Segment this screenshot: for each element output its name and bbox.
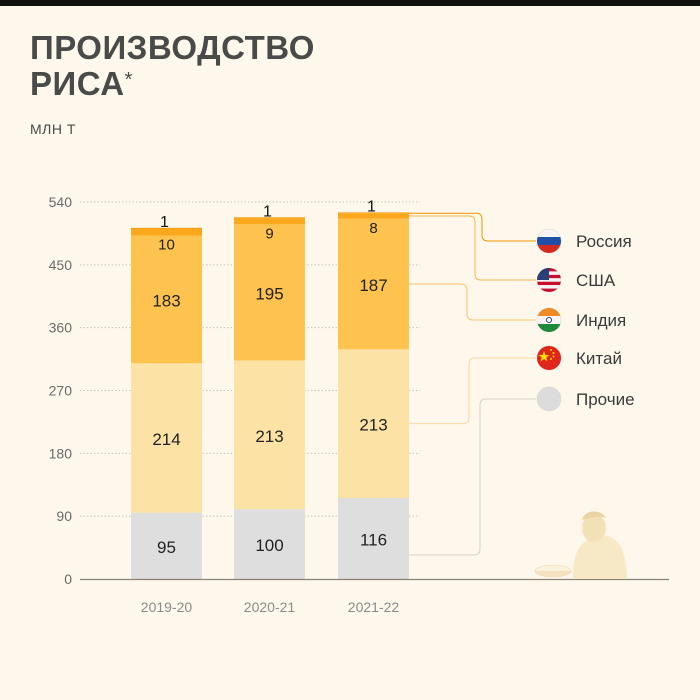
title-line-2: РИСА* <box>30 66 315 102</box>
legend-leader-line <box>409 357 536 425</box>
legend-label: Индия <box>576 311 626 330</box>
flag-star <box>538 351 550 362</box>
data-label: 1 <box>263 203 272 220</box>
bar-segment <box>131 512 202 579</box>
y-tick-label: 180 <box>49 445 73 461</box>
icon-ring <box>536 307 562 333</box>
person-hair <box>582 511 606 520</box>
icon-body <box>537 387 561 411</box>
flag-small-star <box>550 349 552 351</box>
icon-ring <box>536 267 562 293</box>
rice-bowl-base <box>535 571 571 577</box>
y-tick-label: 270 <box>49 383 73 399</box>
data-label: 183 <box>152 291 180 310</box>
bar-segment <box>338 349 409 499</box>
flag-stripe <box>537 281 561 286</box>
data-label: 187 <box>359 276 387 295</box>
person-body <box>573 536 627 579</box>
legend-leader-line <box>409 215 536 281</box>
legend-leader-line <box>409 212 536 242</box>
legend-label: Россия <box>576 232 632 251</box>
data-label: 9 <box>265 225 273 242</box>
icon-ring <box>536 345 562 371</box>
flag-small-star <box>552 355 555 358</box>
unit-label: МЛН Т <box>30 121 76 137</box>
bar-segment <box>338 218 409 350</box>
flag-wheel <box>545 316 553 324</box>
icon-body <box>537 346 561 370</box>
icon-body <box>537 229 561 253</box>
india-flag-icon <box>536 307 562 333</box>
legend-leader-line <box>409 398 536 556</box>
data-label: 8 <box>369 220 377 237</box>
bar-segment <box>234 360 305 510</box>
flag-field <box>537 346 561 370</box>
chart-title: ПРОИЗВОДСТВО РИСА* <box>30 30 315 102</box>
x-tick-label: 2019-20 <box>141 599 193 615</box>
bar-segment <box>131 363 202 513</box>
bar-segment <box>338 212 409 214</box>
grey-circle-icon <box>536 386 562 412</box>
data-label: 1 <box>367 198 376 215</box>
flag-stripe <box>537 324 561 332</box>
data-label: 195 <box>255 284 283 303</box>
legend-label: Китай <box>576 349 622 368</box>
bar-segment <box>234 217 305 219</box>
bar-segment <box>338 213 409 219</box>
icon-ring <box>536 386 562 412</box>
icon-ring <box>536 228 562 254</box>
data-label: 1 <box>160 214 169 231</box>
bar-segment <box>131 235 202 364</box>
person-illustration <box>534 511 627 579</box>
bar-segment <box>234 509 305 579</box>
bar-segment <box>234 224 305 361</box>
legend-label: США <box>576 271 616 290</box>
icon-body <box>537 308 561 332</box>
y-tick-label: 90 <box>56 508 72 524</box>
grey-circle <box>537 387 561 411</box>
data-label: 100 <box>255 536 283 555</box>
person-head <box>582 514 606 542</box>
data-label: 213 <box>255 427 283 446</box>
flag-stripe <box>537 245 561 253</box>
data-label: 10 <box>158 237 175 254</box>
bar-segment <box>131 228 202 236</box>
bar-segment <box>234 218 305 225</box>
flag-stripe <box>537 229 561 237</box>
x-tick-label: 2020-21 <box>244 599 296 615</box>
bar-segment <box>338 498 409 579</box>
flag-small-star <box>552 352 555 354</box>
data-label: 213 <box>359 416 387 435</box>
data-label: 95 <box>157 538 176 557</box>
icon-body <box>537 268 561 292</box>
flag-stripe <box>537 288 561 292</box>
flag-stripe <box>537 316 561 324</box>
data-label: 214 <box>152 430 180 449</box>
y-tick-label: 540 <box>49 194 73 210</box>
legend-label: Прочие <box>576 390 635 409</box>
title-line-2-text: РИСА <box>30 65 125 102</box>
legend-leader-line <box>409 283 536 321</box>
flag-stripe <box>537 237 561 245</box>
flag-small-star <box>550 358 552 360</box>
flag-stripe <box>537 285 561 289</box>
title-asterisk: * <box>124 69 133 91</box>
bar-segment <box>131 227 202 229</box>
china-flag-icon <box>536 345 562 371</box>
y-tick-label: 360 <box>49 320 73 336</box>
y-tick-label: 450 <box>49 257 73 273</box>
title-line-1: ПРОИЗВОДСТВО <box>30 29 315 66</box>
x-tick-label: 2021-22 <box>348 599 400 615</box>
y-tick-label: 0 <box>64 571 72 587</box>
top-bar <box>0 0 700 6</box>
usa-flag-icon <box>536 267 562 293</box>
russia-flag-icon <box>536 228 562 254</box>
flag-stripe <box>537 308 561 316</box>
data-label: 116 <box>360 531 387 550</box>
